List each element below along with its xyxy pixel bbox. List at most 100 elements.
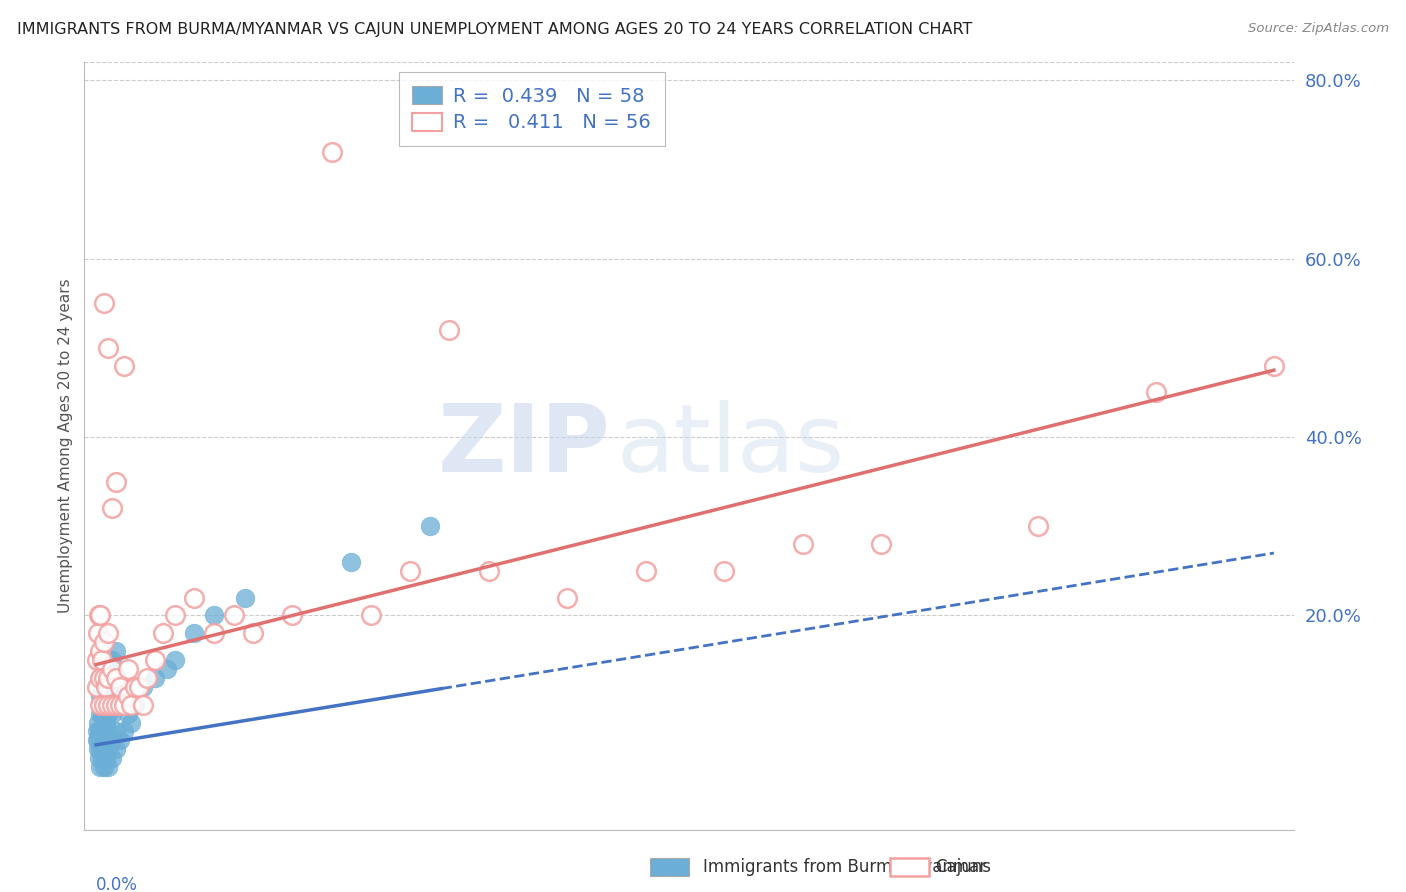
Point xyxy=(86,742,108,756)
Point xyxy=(89,671,111,685)
Point xyxy=(89,698,111,712)
Point xyxy=(121,698,143,712)
Point xyxy=(321,145,343,159)
Point xyxy=(112,680,135,694)
Point xyxy=(86,724,108,739)
Text: IMMIGRANTS FROM BURMA/MYANMAR VS CAJUN UNEMPLOYMENT AMONG AGES 20 TO 24 YEARS CO: IMMIGRANTS FROM BURMA/MYANMAR VS CAJUN U… xyxy=(17,22,972,37)
Point xyxy=(233,591,256,605)
Point xyxy=(104,671,127,685)
Point xyxy=(89,760,111,774)
Point xyxy=(101,706,124,721)
Point xyxy=(108,698,131,712)
Point xyxy=(93,671,115,685)
Point xyxy=(93,689,115,703)
Point xyxy=(93,671,115,685)
Point xyxy=(117,706,139,721)
Point xyxy=(89,724,111,739)
Point xyxy=(112,359,135,373)
Point xyxy=(104,724,127,739)
Point xyxy=(87,608,110,623)
Point xyxy=(163,653,186,667)
Text: Source: ZipAtlas.com: Source: ZipAtlas.com xyxy=(1249,22,1389,36)
Point xyxy=(97,680,120,694)
Point xyxy=(91,733,114,747)
Point xyxy=(87,733,110,747)
Point xyxy=(89,742,111,756)
Point xyxy=(89,724,111,739)
Legend: R =  0.439   N = 58, R =   0.411   N = 56: R = 0.439 N = 58, R = 0.411 N = 56 xyxy=(399,72,665,146)
Point xyxy=(124,698,146,712)
Point xyxy=(340,555,363,569)
Point xyxy=(101,501,124,516)
Point xyxy=(89,608,111,623)
Point xyxy=(555,591,578,605)
Point xyxy=(91,706,114,721)
Point xyxy=(93,296,115,310)
Point xyxy=(87,751,110,765)
Point xyxy=(89,644,111,658)
Point xyxy=(1028,519,1050,533)
Point xyxy=(143,653,166,667)
Point xyxy=(281,608,304,623)
Point xyxy=(143,671,166,685)
Point xyxy=(713,564,735,578)
Point xyxy=(101,653,124,667)
Point xyxy=(108,733,131,747)
Point xyxy=(86,733,108,747)
Point xyxy=(89,706,111,721)
Point xyxy=(86,680,108,694)
Text: Immigrants from Burma/Myanmar: Immigrants from Burma/Myanmar xyxy=(703,858,986,876)
Point xyxy=(121,715,143,730)
Point xyxy=(792,537,814,551)
Point xyxy=(202,626,225,640)
Point xyxy=(93,724,115,739)
Point xyxy=(104,742,127,756)
Point xyxy=(94,751,117,765)
Point xyxy=(1144,385,1167,400)
Point xyxy=(97,760,120,774)
Point xyxy=(87,715,110,730)
Point xyxy=(399,564,422,578)
Point xyxy=(93,706,115,721)
Point xyxy=(101,680,124,694)
Point xyxy=(93,698,115,712)
Point xyxy=(163,608,186,623)
Text: ZIP: ZIP xyxy=(437,400,610,492)
Text: Cajuns: Cajuns xyxy=(935,858,991,876)
Point xyxy=(152,626,174,640)
Point xyxy=(97,671,120,685)
Point xyxy=(634,564,657,578)
Text: 0.0%: 0.0% xyxy=(96,876,138,892)
Point xyxy=(478,564,501,578)
Point xyxy=(86,653,108,667)
Point xyxy=(98,733,121,747)
Point xyxy=(117,689,139,703)
Point xyxy=(93,635,115,649)
Point xyxy=(202,608,225,623)
Point xyxy=(360,608,382,623)
Point xyxy=(183,591,205,605)
Point xyxy=(104,698,127,712)
Point xyxy=(156,662,179,676)
Point xyxy=(94,680,117,694)
Point xyxy=(97,724,120,739)
Point xyxy=(97,742,120,756)
Point xyxy=(97,626,120,640)
Point xyxy=(419,519,441,533)
Point xyxy=(91,751,114,765)
Point xyxy=(89,689,111,703)
Point xyxy=(132,698,155,712)
Point xyxy=(97,341,120,355)
Point xyxy=(89,671,111,685)
Point xyxy=(112,724,135,739)
Point xyxy=(97,653,120,667)
Point xyxy=(93,653,115,667)
Point xyxy=(124,680,146,694)
Point xyxy=(439,323,461,337)
Point xyxy=(101,733,124,747)
Point xyxy=(97,706,120,721)
Point xyxy=(101,662,124,676)
Point xyxy=(87,626,110,640)
Y-axis label: Unemployment Among Ages 20 to 24 years: Unemployment Among Ages 20 to 24 years xyxy=(58,278,73,614)
Point xyxy=(128,680,150,694)
